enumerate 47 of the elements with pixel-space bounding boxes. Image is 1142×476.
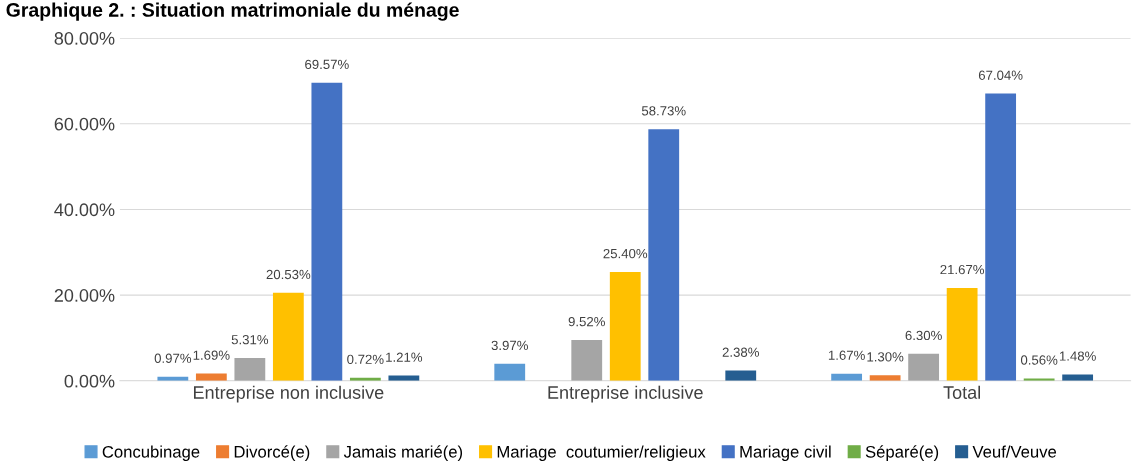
x-tick-label: Entreprise inclusive [548, 385, 703, 403]
bar [571, 340, 603, 381]
bar [234, 358, 266, 381]
y-tick-label: 60.00% [54, 117, 115, 131]
data-label: 6.30% [905, 330, 942, 341]
bar [985, 93, 1017, 381]
bar [648, 129, 680, 381]
data-label: 2.38% [722, 347, 759, 357]
legend-label: Mariage civil [740, 445, 831, 461]
y-tick-label: 20.00% [54, 289, 115, 302]
data-label: 0.97% [154, 353, 192, 363]
bar [311, 82, 343, 381]
data-label: 1.48% [1059, 351, 1096, 361]
data-label: 5.31% [231, 334, 269, 345]
data-label: 1.67% [828, 350, 865, 360]
legend-label: Mariage coutumier/religieux [497, 445, 706, 461]
x-tick-label: Entreprise non inclusive [194, 385, 384, 403]
data-label: 1.21% [386, 352, 423, 362]
bar [908, 353, 940, 381]
x-tick-label: Total [943, 385, 980, 399]
bar [869, 375, 901, 381]
bar [272, 292, 304, 381]
legend-label: Divorcé(e) [234, 445, 310, 461]
legend-label: Concubinage [102, 445, 200, 461]
legend-label: Jamais marié(e) [343, 445, 463, 461]
y-tick-label: 80.00% [54, 32, 115, 45]
data-label: 1.30% [867, 352, 904, 362]
bar [946, 287, 978, 381]
data-label: 9.52% [568, 316, 605, 327]
data-label: 0.72% [347, 354, 384, 364]
data-label: 3.97% [491, 340, 528, 351]
bar [1062, 374, 1094, 381]
data-label: 69.57% [305, 59, 349, 70]
data-label: 1.69% [193, 350, 230, 360]
y-tick-label: 40.00% [54, 203, 115, 217]
legend-label: Séparé(e) [865, 445, 939, 461]
chart-title: Graphique 2. : Situation matrimoniale du ménage [6, 2, 459, 21]
legend-label: Veuf/Veuve [972, 445, 1057, 458]
data-label: 21.67% [940, 264, 985, 275]
bar [609, 271, 641, 381]
y-tick-label: 0.00% [64, 374, 115, 388]
bar [494, 363, 526, 381]
data-label: 0.56% [1020, 355, 1058, 365]
data-label: 20.53% [266, 269, 311, 280]
data-label: 67.04% [978, 70, 1023, 80]
data-label: 58.73% [641, 106, 686, 116]
data-label: 25.40% [603, 248, 648, 259]
